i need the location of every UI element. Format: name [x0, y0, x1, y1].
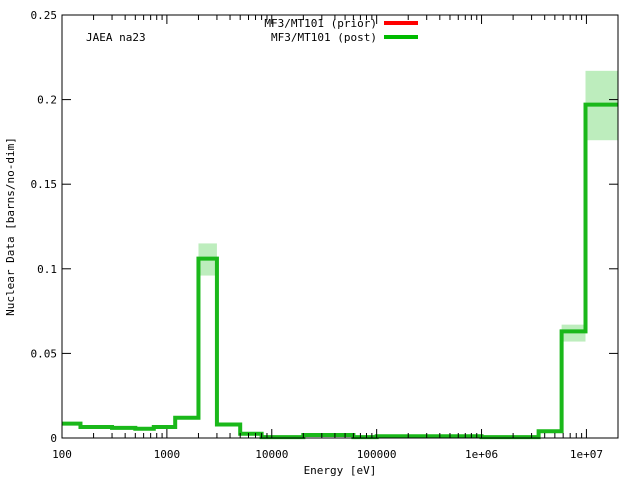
axes: 0 0.05 0.1 0.15 0.2 0.25 100 1000 10000 100000 1e+… — [31, 9, 619, 461]
y-tick-label: 0.25 — [31, 9, 58, 22]
y-tick-label: 0.15 — [31, 178, 58, 191]
y-tick-label: 0.2 — [37, 94, 57, 107]
legend: MF3/MT101 (prior) MF3/MT101 (post) — [264, 17, 418, 44]
series-line-post — [62, 102, 618, 440]
series-group — [62, 102, 618, 440]
y-tick-label: 0.05 — [31, 347, 58, 360]
x-axis-title: Energy [eV] — [304, 464, 377, 477]
y-tick-label: 0.1 — [37, 263, 57, 276]
x-tick-label: 1e+07 — [570, 448, 603, 461]
legend-label-post: MF3/MT101 (post) — [271, 31, 377, 44]
x-tick-label: 10000 — [255, 448, 288, 461]
uncertainty-bands — [198, 70, 618, 342]
y-tick-label: 0 — [50, 432, 57, 445]
chart-annotation: JAEA na23 — [86, 31, 146, 44]
x-tick-label: 100 — [52, 448, 72, 461]
plot-frame — [61, 14, 619, 439]
legend-label-prior: MF3/MT101 (prior) — [264, 17, 377, 30]
x-tick-label: 1000 — [154, 448, 181, 461]
x-tick-label: 100000 — [357, 448, 397, 461]
y-axis-title: Nuclear Data [barns/no-dim] — [4, 137, 17, 316]
x-tick-label: 1e+06 — [465, 448, 498, 461]
